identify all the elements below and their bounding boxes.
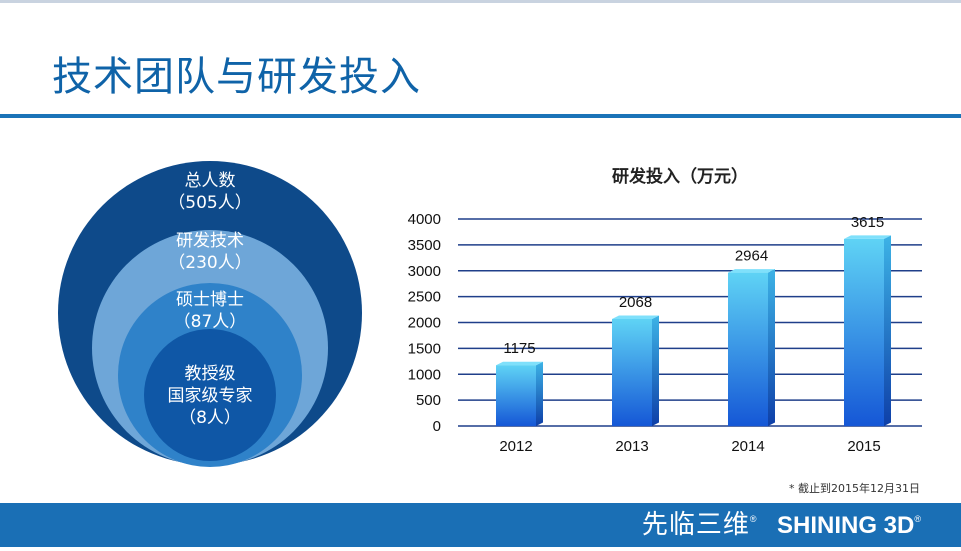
y-tick-label: 2500 bbox=[408, 289, 441, 306]
level-rnd-count: （230人） bbox=[168, 253, 252, 273]
title-rule bbox=[0, 114, 961, 118]
bar-side bbox=[768, 269, 775, 426]
y-tick-label: 3000 bbox=[408, 263, 441, 280]
bar-value-label: 2964 bbox=[735, 248, 768, 265]
bar bbox=[612, 318, 652, 426]
x-tick-label: 2012 bbox=[499, 438, 532, 455]
circle-experts bbox=[144, 329, 276, 461]
bar-top bbox=[728, 269, 775, 273]
footer-bar: 先临三维® SHINING 3D® bbox=[0, 503, 961, 547]
y-tick-label: 3500 bbox=[408, 237, 441, 254]
bar-top bbox=[612, 315, 659, 319]
chart-title: 研发投入（万元） bbox=[612, 167, 748, 187]
bar-top bbox=[496, 361, 543, 366]
brand-en: SHINING 3D bbox=[777, 512, 915, 539]
bar-top bbox=[844, 235, 891, 239]
footnote: * 截止到2015年12月31日 bbox=[789, 482, 920, 495]
y-tick-label: 1500 bbox=[408, 340, 441, 357]
bar-side bbox=[652, 315, 659, 426]
bar-value-label: 2068 bbox=[619, 294, 652, 311]
y-tick-label: 1000 bbox=[408, 366, 441, 383]
brand-cn-reg: ® bbox=[749, 514, 757, 524]
bar-value-label: 1175 bbox=[503, 340, 535, 357]
bar bbox=[844, 238, 884, 426]
bar bbox=[728, 272, 768, 426]
x-tick-label: 2014 bbox=[731, 438, 764, 455]
y-tick-label: 4000 bbox=[408, 211, 441, 228]
level-masters-count: （87人） bbox=[173, 312, 247, 332]
level-rnd-text: 研发技术 （230人） bbox=[110, 230, 310, 274]
level-total-label: 总人数 bbox=[184, 171, 236, 191]
bar-side bbox=[884, 235, 891, 426]
y-tick-label: 0 bbox=[433, 418, 441, 435]
brand-cn: 先临三维 bbox=[641, 510, 750, 540]
level-total-count: （505人） bbox=[168, 193, 252, 213]
level-rnd-label: 研发技术 bbox=[176, 231, 244, 251]
level-experts-label2: 国家级专家 bbox=[167, 386, 253, 406]
bar-value-label: 3615 bbox=[851, 214, 884, 231]
level-experts-text: 教授级 国家级专家 （8人） bbox=[110, 363, 310, 429]
bar-side bbox=[536, 361, 543, 426]
brand-en-reg: ® bbox=[914, 514, 921, 524]
bar bbox=[496, 365, 536, 426]
level-masters-text: 硕士博士 （87人） bbox=[110, 289, 310, 333]
x-tick-label: 2013 bbox=[615, 438, 648, 455]
top-border bbox=[0, 0, 961, 3]
x-tick-label: 2015 bbox=[847, 438, 880, 455]
level-experts-count: （8人） bbox=[179, 408, 241, 428]
page-title: 技术团队与研发投入 bbox=[52, 54, 421, 100]
level-total-text: 总人数 （505人） bbox=[110, 170, 310, 214]
brand-logo: 先临三维® SHINING 3D® bbox=[642, 503, 921, 547]
level-experts-label: 教授级 bbox=[184, 364, 236, 384]
y-tick-label: 2000 bbox=[408, 315, 441, 332]
y-tick-label: 500 bbox=[416, 392, 441, 409]
level-masters-label: 硕士博士 bbox=[176, 290, 244, 310]
